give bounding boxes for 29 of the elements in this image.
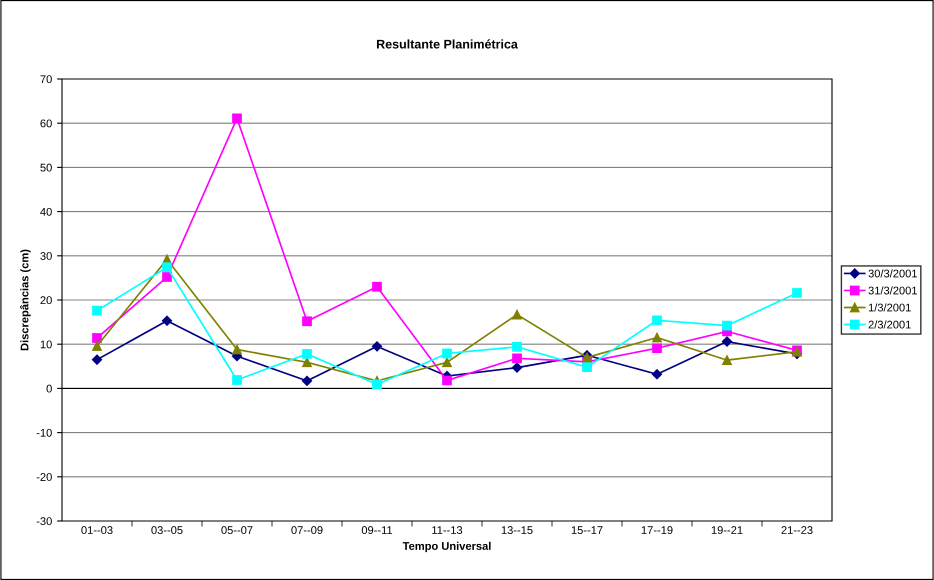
y-tick-label: 60: [40, 119, 52, 128]
y-tick-label: 70: [40, 75, 52, 84]
x-tick-label: 21--23: [782, 526, 813, 534]
y-tick-label: 30: [40, 252, 52, 260]
x-tick-label: 09--11: [362, 526, 392, 534]
x-tick-label: 07--09: [291, 526, 323, 534]
x-axis-title: Tempo Universal: [402, 542, 491, 552]
x-tick-label: 15--17: [572, 526, 603, 534]
x-tick-label: 11--13: [432, 526, 462, 534]
x-tick-label: 19--21: [712, 526, 743, 534]
y-tick-label: 40: [40, 208, 52, 216]
y-tick-label: 10: [40, 340, 52, 348]
x-tick-label: 13--15: [502, 526, 533, 534]
chart-title: Resultante Planimétrica: [376, 39, 518, 49]
y-axis-title: Discrepâncias (cm): [20, 250, 31, 350]
y-tick-label: -10: [36, 428, 52, 437]
legend-label: 30/3/2001: [868, 269, 917, 278]
x-tick-label: 03--05: [151, 526, 183, 534]
x-tick-label: 01--03: [81, 526, 113, 534]
y-tick-label: 50: [40, 164, 52, 172]
x-tick-label: 17--19: [642, 526, 673, 534]
legend-label: 31/3/2001: [868, 286, 917, 294]
y-tick-label: 20: [40, 296, 52, 304]
y-tick-label: 0: [46, 384, 52, 393]
legend-label: 1/3/2001: [868, 303, 911, 312]
y-tick-label: -20: [36, 473, 52, 481]
legend-label: 2/3/2001: [868, 320, 911, 329]
x-tick-label: 05--07: [221, 526, 253, 534]
y-tick-label: -30: [36, 517, 52, 526]
